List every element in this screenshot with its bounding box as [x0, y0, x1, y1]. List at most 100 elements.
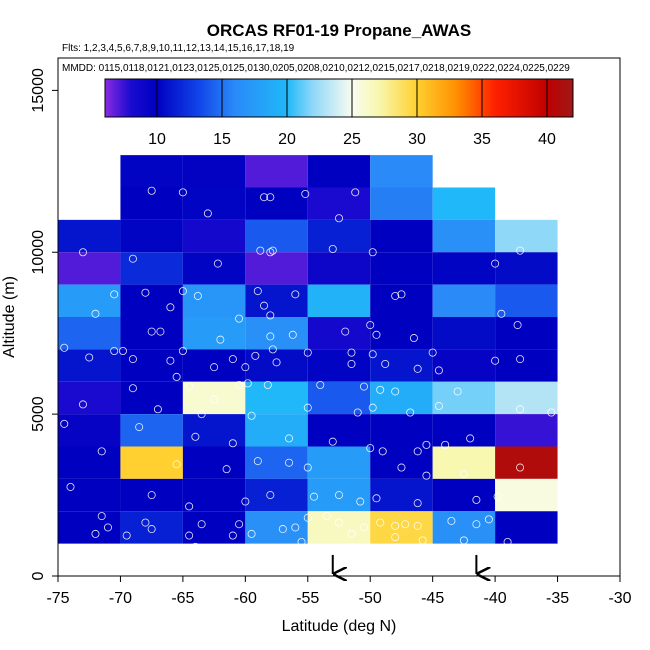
- x-tick-label: -75: [46, 590, 69, 607]
- sample-point: [322, 512, 331, 521]
- sample-point: [356, 497, 365, 506]
- heatmap-cells: [58, 155, 558, 544]
- heatmap-cell: [245, 252, 308, 285]
- sample-point: [366, 547, 375, 556]
- heatmap-cell: [307, 219, 371, 253]
- heatmap-cell: [182, 219, 246, 253]
- sample-point: [347, 529, 356, 538]
- sample-point: [147, 186, 156, 195]
- heatmap-cell: [245, 478, 308, 512]
- heatmap-cell: [370, 284, 433, 317]
- sample-point: [459, 536, 468, 545]
- sample-points: [54, 186, 556, 576]
- heatmap-cell: [182, 187, 246, 220]
- x-tick-label: -30: [608, 590, 631, 607]
- marker-arrows: [331, 554, 477, 574]
- sample-point: [372, 567, 381, 576]
- sample-point: [260, 550, 269, 559]
- sample-point: [243, 379, 252, 388]
- sample-point: [241, 497, 250, 506]
- heatmap-cell: [432, 511, 496, 544]
- heatmap-cell: [495, 381, 558, 415]
- heatmap-cell: [58, 284, 121, 317]
- sample-point: [268, 246, 277, 255]
- heatmap-cell: [58, 446, 121, 479]
- sample-point: [359, 523, 368, 532]
- heatmap-cell: [182, 446, 246, 479]
- sample-point: [166, 356, 175, 365]
- sample-point: [513, 321, 522, 330]
- sample-point: [141, 518, 150, 527]
- heatmap-cell: [307, 381, 371, 415]
- x-tick-label: -70: [109, 590, 132, 607]
- sample-point: [241, 363, 250, 372]
- heatmap-cell: [370, 252, 433, 285]
- heatmap-cell: [120, 219, 183, 253]
- sample-point: [147, 327, 156, 336]
- heatmap-cell: [245, 187, 308, 220]
- sample-point: [203, 549, 212, 558]
- sample-point: [418, 536, 427, 545]
- sample-point: [328, 437, 337, 446]
- sample-point: [397, 552, 406, 561]
- heatmap-cell: [182, 414, 246, 447]
- heatmap-cell: [58, 414, 121, 447]
- heatmap-cell: [245, 381, 308, 415]
- sample-point: [266, 332, 275, 341]
- sample-point: [303, 567, 312, 576]
- sample-point: [426, 559, 435, 568]
- sample-point: [516, 463, 525, 472]
- sample-point: [213, 259, 222, 268]
- sample-point: [353, 408, 362, 417]
- sample-point: [228, 439, 237, 448]
- sample-point: [285, 434, 294, 443]
- sample-point: [266, 193, 275, 202]
- sample-point: [153, 405, 162, 414]
- heatmap-cell: [495, 478, 558, 512]
- heatmap-cell: [182, 155, 246, 188]
- heatmap-cell: [120, 478, 183, 512]
- sample-point: [78, 248, 87, 257]
- sample-point: [391, 533, 400, 542]
- sample-point: [228, 355, 237, 364]
- sample-point: [434, 366, 443, 375]
- sample-point: [328, 245, 337, 254]
- sample-point: [366, 321, 375, 330]
- sample-point: [493, 492, 502, 501]
- heatmap-cell: [245, 446, 308, 479]
- heatmap-cell: [182, 252, 246, 285]
- sample-point: [178, 346, 187, 355]
- heatmap-cell: [307, 284, 371, 317]
- heatmap-cell: [182, 317, 246, 350]
- sample-point: [97, 512, 106, 521]
- colorbar-tick-label: 15: [213, 131, 231, 148]
- sample-point: [263, 380, 272, 389]
- heatmap-cell: [245, 155, 308, 188]
- heatmap-cell: [370, 155, 433, 188]
- sample-point: [372, 494, 381, 503]
- sample-point: [191, 432, 200, 441]
- heatmap-cell: [182, 349, 246, 382]
- heatmap-cell: [495, 219, 558, 253]
- sample-point: [235, 314, 244, 323]
- sample-point: [197, 567, 206, 576]
- colorbar-tick-label: 10: [148, 131, 166, 148]
- sample-point: [128, 254, 137, 263]
- sample-point: [60, 419, 69, 428]
- sample-point: [291, 523, 300, 532]
- flights-note: Flts: 1,2,3,4,5,6,7,8,9,10,11,12,13,14,1…: [62, 43, 295, 54]
- x-axis: -75 -70 -65 -60 -55 -50 -45 -40 -35 -30: [46, 576, 632, 607]
- sample-point: [338, 567, 347, 576]
- sample-point: [443, 565, 452, 574]
- heatmap-cell: [432, 446, 496, 479]
- sample-point: [147, 491, 156, 500]
- heatmap-cell: [307, 511, 371, 544]
- sample-point: [303, 463, 312, 472]
- sample-point: [397, 290, 406, 299]
- heatmap-cell: [245, 219, 308, 253]
- sample-point: [391, 521, 400, 530]
- sample-point: [247, 529, 256, 538]
- sample-point: [235, 520, 244, 529]
- sample-point: [341, 327, 350, 336]
- sample-point: [516, 246, 525, 255]
